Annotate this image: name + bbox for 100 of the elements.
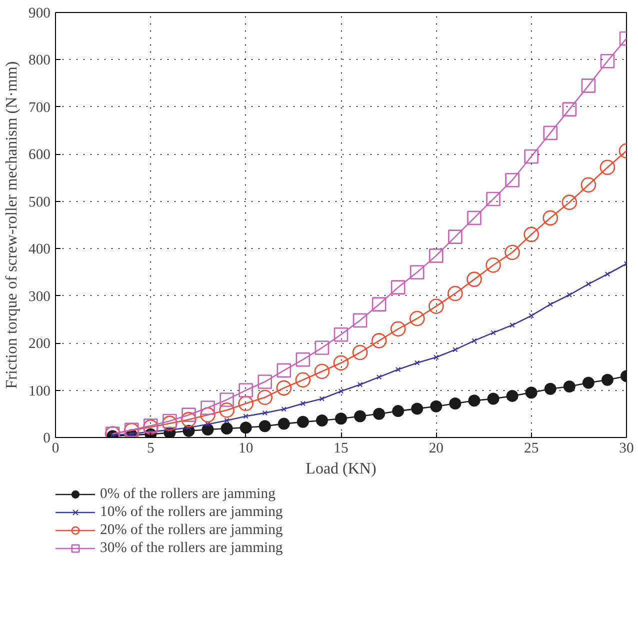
legend-label: 20% of the rollers are jamming <box>100 521 283 539</box>
point <box>580 177 596 192</box>
y-axis-title: Friction torque of screw-roller mechanism (N·mm) <box>4 61 21 389</box>
point <box>411 402 424 415</box>
point <box>333 355 349 371</box>
point <box>434 354 439 360</box>
point <box>296 352 310 367</box>
point <box>220 392 234 407</box>
legend-label: 30% of the rollers are jamming <box>100 539 283 557</box>
y-tick-label: 500 <box>28 194 50 210</box>
point <box>373 408 386 420</box>
point <box>505 172 520 188</box>
x-axis-title: Load (KN) <box>306 460 376 478</box>
point <box>510 322 515 328</box>
point <box>544 382 556 395</box>
point <box>390 321 406 337</box>
point <box>295 372 311 388</box>
point <box>296 416 309 428</box>
point <box>352 344 368 360</box>
y-tick-label: 900 <box>28 6 50 22</box>
point <box>525 386 538 399</box>
point <box>262 410 268 416</box>
point <box>162 414 177 428</box>
point <box>300 400 306 406</box>
point <box>354 410 366 422</box>
y-tick-label: 700 <box>28 100 50 116</box>
point <box>414 360 420 366</box>
point <box>162 416 178 431</box>
point <box>448 230 462 244</box>
legend-label: 10% of the rollers are jamming <box>100 503 283 521</box>
point <box>562 102 577 116</box>
y-tick-label: 800 <box>28 52 50 69</box>
point <box>428 298 444 314</box>
point <box>490 330 496 336</box>
point <box>410 265 424 280</box>
y-tick-label: 300 <box>28 288 50 305</box>
point <box>586 281 592 287</box>
point <box>200 407 216 422</box>
x-tick-label: 20 <box>428 440 444 456</box>
point <box>316 414 328 426</box>
point <box>472 338 477 344</box>
point <box>392 405 404 418</box>
point <box>486 192 500 206</box>
point <box>181 412 196 428</box>
point <box>372 297 386 312</box>
x-tick-label: 30 <box>619 440 634 456</box>
point <box>238 396 254 412</box>
x-tick-label: 25 <box>524 440 539 456</box>
point <box>258 374 272 389</box>
point <box>202 423 214 436</box>
legend-label: 0% of the rollers are jamming <box>100 485 276 503</box>
x-tick-label: 15 <box>334 440 348 456</box>
point <box>542 210 558 226</box>
point <box>486 258 501 273</box>
point <box>314 340 330 355</box>
point <box>562 194 578 210</box>
point <box>281 406 287 412</box>
point <box>449 398 462 410</box>
x-tick-label: 5 <box>147 440 154 456</box>
point <box>319 396 325 402</box>
point <box>409 310 425 326</box>
point <box>357 382 363 388</box>
point <box>543 126 558 140</box>
point <box>335 412 347 425</box>
point <box>390 280 406 294</box>
point <box>524 226 539 242</box>
point <box>224 418 230 424</box>
point <box>334 327 348 342</box>
point <box>278 418 290 430</box>
point <box>466 272 482 287</box>
point <box>200 400 215 415</box>
point <box>182 408 196 422</box>
point <box>600 160 616 176</box>
y-tick-label: 0 <box>43 430 50 446</box>
point <box>506 390 518 402</box>
point <box>376 374 382 380</box>
point <box>395 366 401 372</box>
point <box>582 376 594 389</box>
point <box>220 422 233 435</box>
point <box>338 388 344 394</box>
point <box>524 149 538 164</box>
point <box>467 210 482 226</box>
point <box>601 374 614 386</box>
point <box>528 313 534 318</box>
point <box>504 244 520 260</box>
point <box>429 248 444 263</box>
point <box>487 392 500 405</box>
y-tick-label: 600 <box>28 147 50 164</box>
y-tick-label: 400 <box>28 242 50 258</box>
point <box>352 313 368 328</box>
point <box>258 420 271 432</box>
y-tick-label: 200 <box>28 336 50 352</box>
point <box>243 414 248 419</box>
point <box>371 333 387 348</box>
y-tick-label: 100 <box>28 383 50 400</box>
point <box>314 364 330 380</box>
point <box>468 394 480 407</box>
point <box>563 380 576 392</box>
point <box>604 271 610 277</box>
point <box>238 383 253 398</box>
